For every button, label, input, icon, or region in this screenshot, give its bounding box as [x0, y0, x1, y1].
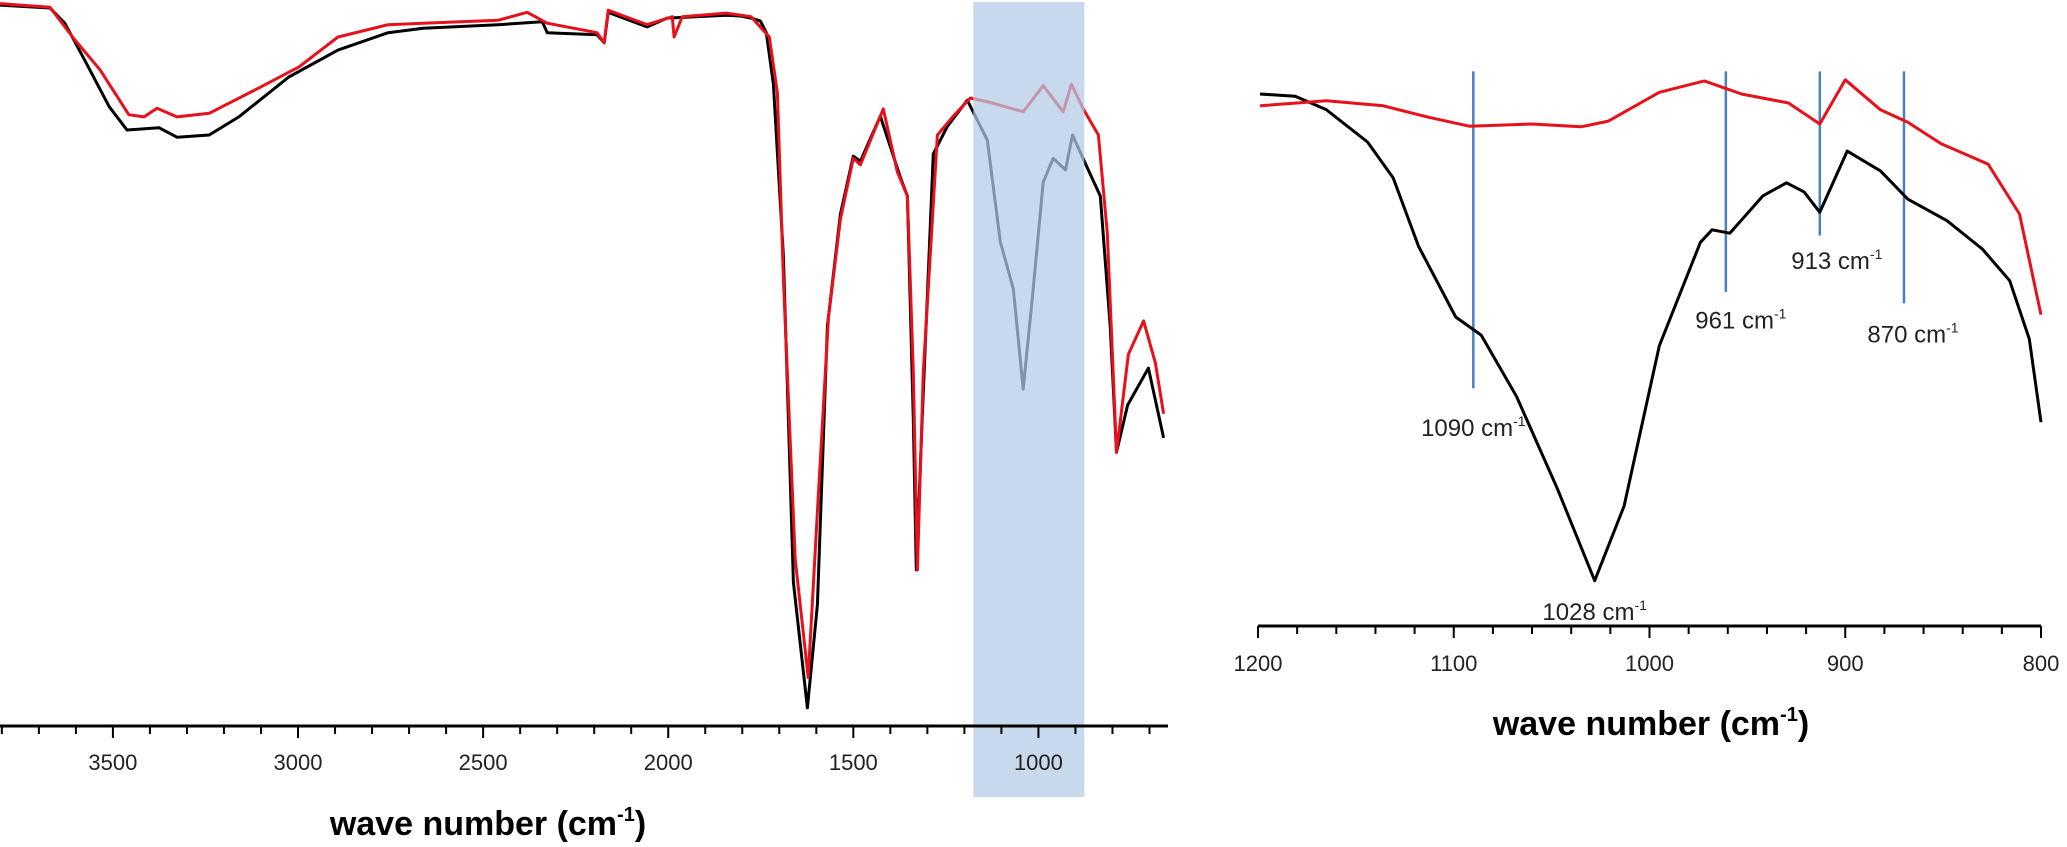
x-tick-label: 1200	[1234, 651, 1283, 676]
peak-label: 913 cm-1	[1791, 246, 1882, 275]
x-tick-label: 2500	[459, 750, 508, 775]
x-tick-label: 1000	[1625, 651, 1674, 676]
right-series-group	[1259, 78, 2043, 583]
highlight-region	[973, 2, 1085, 797]
peak-marker-lines	[1472, 71, 1906, 389]
x-tick-label: 1000	[1014, 750, 1063, 775]
x-tick-label: 3500	[88, 750, 137, 775]
x-tick-label: 900	[1827, 651, 1864, 676]
right-x-axis-title: wave number (cm-1)	[1492, 704, 1809, 743]
peak-label: 870 cm-1	[1867, 320, 1958, 349]
x-tick-label: 1100	[1430, 651, 1477, 676]
left-x-axis-title: wave number (cm-1)	[329, 804, 646, 843]
right-x-axis: 1200 1100 1000 900 800	[1234, 624, 2060, 676]
zoomed-spectrum-chart: 1200 1100 1000 900 800 1090 cm-1 961 cm-1 913 …	[1234, 71, 2060, 743]
peak-label: 1028 cm-1	[1542, 597, 1647, 626]
peak-label: 961 cm-1	[1695, 305, 1786, 334]
x-tick-label: 800	[2023, 651, 2060, 676]
series-line-black	[1259, 92, 2043, 583]
series-line-red	[1259, 78, 2043, 316]
peak-label: 1090 cm-1	[1421, 413, 1526, 442]
left-x-axis: 3500 3000 2500 2000 1500 1000	[0, 724, 1168, 775]
peak-labels: 1090 cm-1 961 cm-1 913 cm-1 870 cm-1 1028 cm…	[1421, 246, 1959, 626]
x-tick-label: 2000	[644, 750, 693, 775]
full-spectrum-chart: 3500 3000 2500 2000 1500 1000 wave number (cm…	[0, 2, 1168, 843]
x-tick-label: 1500	[829, 750, 878, 775]
x-tick-label: 3000	[274, 750, 323, 775]
